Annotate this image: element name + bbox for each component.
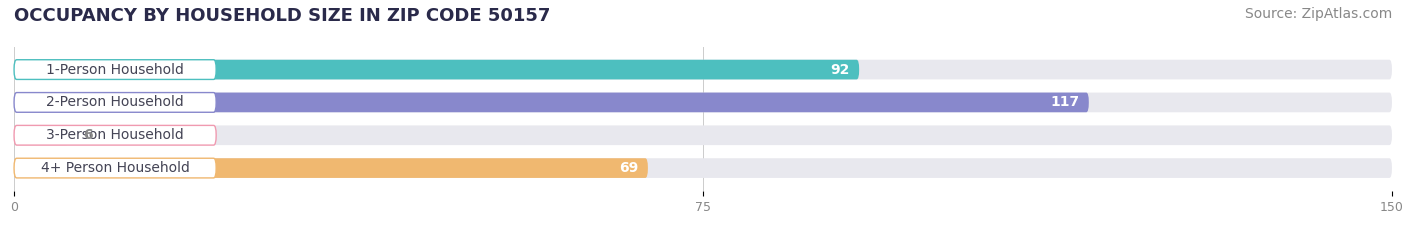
FancyBboxPatch shape [14,93,1088,112]
FancyBboxPatch shape [14,125,69,145]
Text: 2-Person Household: 2-Person Household [46,96,184,110]
FancyBboxPatch shape [14,158,217,178]
FancyBboxPatch shape [14,60,1392,79]
Text: 69: 69 [620,161,638,175]
FancyBboxPatch shape [14,93,1392,112]
Text: 117: 117 [1050,96,1080,110]
FancyBboxPatch shape [14,158,1392,178]
FancyBboxPatch shape [14,125,217,145]
Text: 6: 6 [83,128,93,142]
FancyBboxPatch shape [14,60,859,79]
Text: OCCUPANCY BY HOUSEHOLD SIZE IN ZIP CODE 50157: OCCUPANCY BY HOUSEHOLD SIZE IN ZIP CODE … [14,7,550,25]
Text: 1-Person Household: 1-Person Household [46,63,184,77]
Text: 3-Person Household: 3-Person Household [46,128,184,142]
FancyBboxPatch shape [14,93,217,112]
Text: 4+ Person Household: 4+ Person Household [41,161,190,175]
FancyBboxPatch shape [14,125,1392,145]
Text: Source: ZipAtlas.com: Source: ZipAtlas.com [1244,7,1392,21]
FancyBboxPatch shape [14,60,217,79]
Text: 92: 92 [831,63,851,77]
FancyBboxPatch shape [14,158,648,178]
